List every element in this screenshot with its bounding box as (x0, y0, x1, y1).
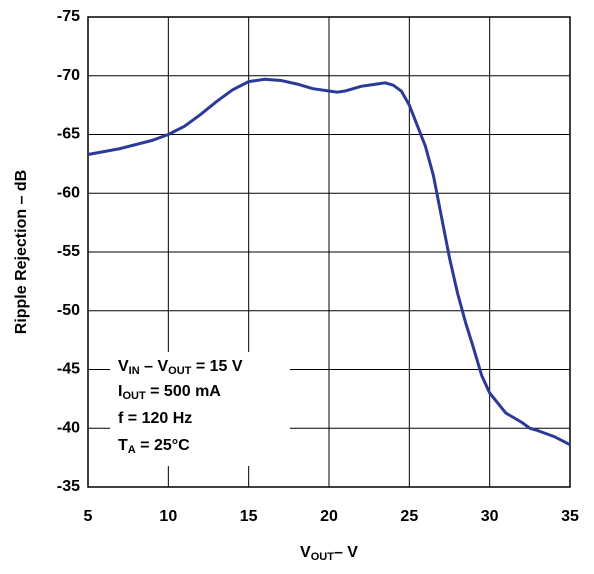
text-part: T (118, 437, 128, 454)
text-part: A (128, 444, 136, 456)
annotation-line: TA = 25°C (118, 437, 190, 456)
x-tick-label: 35 (561, 508, 579, 525)
text-part: – V (334, 544, 358, 561)
y-tick-label: -70 (57, 67, 80, 84)
y-tick-label: -65 (57, 126, 80, 143)
text-part: I (118, 383, 122, 400)
y-axis-label: Ripple Rejection – dB (13, 170, 30, 334)
x-tick-label: 25 (400, 508, 418, 525)
text-part: f = 120 Hz (118, 410, 192, 427)
text-part: = 15 V (191, 358, 242, 375)
annotation-line: VIN – VOUT = 15 V (118, 358, 243, 377)
x-axis-label: VOUT– V (300, 544, 358, 563)
x-tick-label: 20 (320, 508, 338, 525)
y-tick-label: -60 (57, 184, 80, 201)
plot-border (87, 16, 571, 488)
annotation-line: f = 120 Hz (118, 410, 192, 427)
text-part: IN (129, 365, 140, 377)
text-part: OUT (311, 551, 335, 563)
y-tick-label: -40 (57, 419, 80, 436)
y-tick-label: -45 (57, 361, 80, 378)
x-tick-label: 15 (240, 508, 258, 525)
x-tick-label: 30 (481, 508, 499, 525)
text-part: = 500 mA (146, 383, 222, 400)
y-tick-label: -75 (57, 8, 80, 25)
y-tick-label: -55 (57, 243, 80, 260)
text-part: OUT (122, 390, 146, 402)
y-tick-label: -50 (57, 302, 80, 319)
text-part: = 25°C (136, 437, 190, 454)
annotation-box (110, 352, 290, 466)
x-tick-label: 5 (84, 508, 93, 525)
text-part: V (300, 544, 311, 561)
text-part: – V (140, 358, 169, 375)
y-tick-label: -35 (57, 478, 80, 495)
text-part: V (118, 358, 129, 375)
x-tick-label: 10 (159, 508, 177, 525)
data-line (87, 77, 571, 447)
text-part: OUT (168, 365, 192, 377)
annotation-line: IOUT = 500 mA (118, 383, 221, 402)
